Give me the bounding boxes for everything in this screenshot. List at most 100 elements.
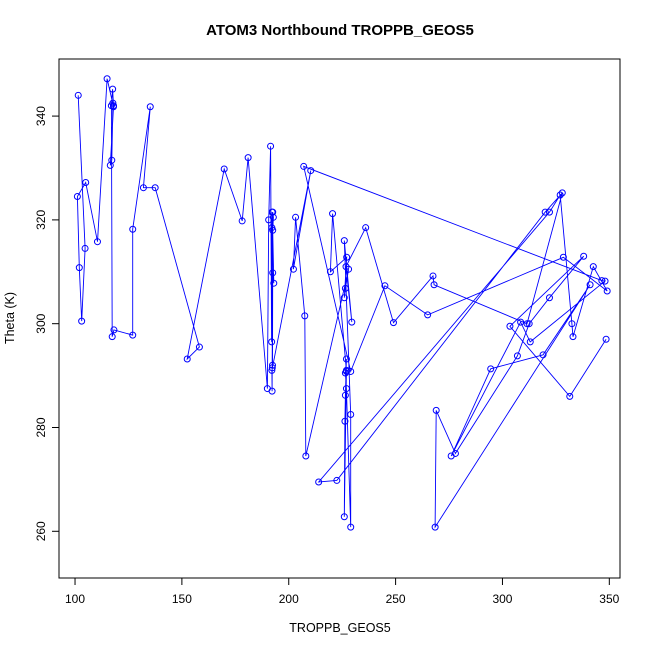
data-point [340, 513, 348, 521]
data-point [566, 392, 574, 400]
data-point [82, 179, 90, 187]
y-axis-label: Theta (K) [3, 292, 17, 344]
data-point [268, 338, 276, 346]
data-point [381, 282, 389, 290]
data-point [302, 452, 310, 460]
data-point [432, 406, 440, 414]
y-tick-label: 340 [34, 106, 48, 126]
data-point [268, 387, 276, 395]
data-point [269, 208, 277, 216]
data-point [343, 253, 351, 261]
data-point [81, 244, 89, 252]
data-point [517, 318, 525, 326]
x-tick-label: 200 [279, 592, 299, 606]
data-point [341, 284, 349, 292]
data-point [569, 333, 577, 341]
data-point [289, 265, 297, 273]
data-point [431, 523, 439, 531]
data-point [598, 277, 606, 285]
data-point [589, 263, 597, 271]
data-point [107, 102, 115, 110]
data-point [270, 279, 278, 287]
data-point [110, 326, 118, 334]
data-point [430, 281, 438, 289]
data-point [342, 263, 350, 271]
data-point [269, 213, 277, 221]
data-point [347, 367, 355, 375]
data-point [340, 237, 348, 245]
data-point [545, 208, 553, 216]
data-point [73, 193, 81, 201]
data-point [93, 238, 101, 246]
data-point [244, 154, 252, 162]
data-point [348, 318, 356, 326]
data-point [601, 277, 609, 285]
data-point [315, 478, 323, 486]
data-point [525, 320, 533, 328]
data-point [342, 355, 350, 363]
data-point [539, 351, 547, 359]
data-point [389, 319, 397, 327]
y-axis: 260 280 300 320 340 [34, 106, 60, 541]
data-point [603, 287, 611, 295]
data-point [541, 208, 549, 216]
data-point [602, 335, 610, 343]
series-line [76, 78, 608, 529]
data-point [362, 224, 370, 232]
data-point [74, 91, 82, 99]
data-point [238, 217, 246, 225]
data-point [269, 361, 277, 369]
plot-area [58, 58, 621, 579]
y-tick-label: 280 [34, 417, 48, 437]
data-point [292, 213, 300, 221]
data-point [268, 366, 276, 374]
data-point [341, 417, 349, 425]
y-tick-label: 300 [34, 313, 48, 333]
data-point [586, 281, 594, 289]
x-tick-label: 150 [172, 592, 192, 606]
data-point [129, 225, 137, 233]
data-point [556, 191, 564, 199]
data-point [559, 253, 567, 261]
data-point [329, 210, 337, 218]
data-point [300, 162, 308, 170]
data-point [545, 294, 553, 302]
data-point [558, 189, 566, 197]
data-point [108, 333, 116, 341]
y-tick-label: 320 [34, 210, 48, 230]
data-point [326, 268, 334, 276]
x-tick-label: 350 [599, 592, 619, 606]
data-point [523, 320, 531, 328]
data-point [307, 167, 315, 175]
data-point [342, 385, 350, 393]
data-point [220, 165, 228, 173]
data-point [269, 226, 277, 234]
x-axis: 100 150 200 250 300 350 [65, 577, 620, 606]
data-point [75, 264, 83, 272]
data-point [580, 252, 588, 260]
data-point [429, 272, 437, 280]
data-series [73, 75, 611, 531]
data-point [139, 184, 147, 192]
data-point [568, 320, 576, 328]
data-point [341, 391, 349, 399]
data-point [108, 156, 116, 164]
data-point [109, 85, 117, 93]
data-point [269, 269, 277, 277]
data-point [451, 449, 459, 457]
data-point [267, 142, 275, 150]
data-point [151, 184, 159, 192]
data-point [347, 411, 355, 419]
data-point [78, 317, 86, 325]
data-point [340, 294, 348, 302]
x-axis-label: TROPPB_GEOS5 [289, 621, 390, 635]
data-point [129, 331, 137, 339]
data-point [103, 75, 111, 83]
x-tick-label: 300 [492, 592, 512, 606]
x-tick-label: 250 [386, 592, 406, 606]
data-point [347, 523, 355, 531]
data-point [301, 312, 309, 320]
x-tick-label: 100 [65, 592, 85, 606]
y-tick-label: 260 [34, 521, 48, 541]
